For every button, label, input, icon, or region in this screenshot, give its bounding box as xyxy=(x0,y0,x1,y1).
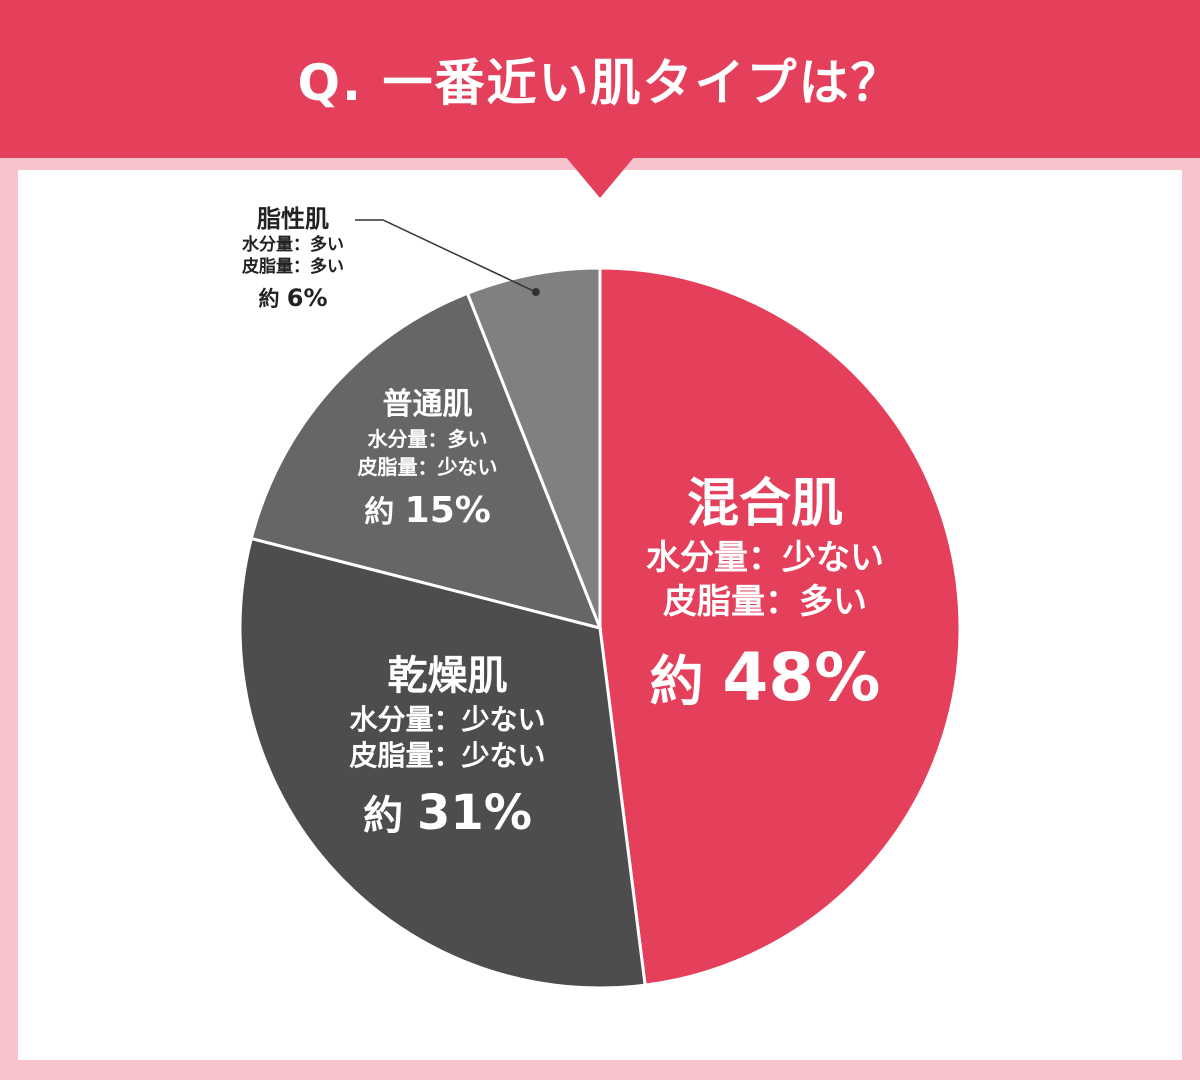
slice-prefix: 約 xyxy=(649,650,704,713)
slice-line: 皮脂量：多い xyxy=(242,257,344,277)
slice-line: 皮脂量：多い xyxy=(663,582,867,622)
slice-value: 6% xyxy=(286,284,328,312)
slice-line: 水分量：少ない xyxy=(646,538,884,578)
slice-value: 15% xyxy=(404,490,491,531)
slice-line: 水分量：多い xyxy=(367,427,488,451)
pie-slice-konngou xyxy=(598,266,962,987)
slice-name: 普通肌 xyxy=(382,387,473,422)
leader-line xyxy=(355,219,537,293)
slice-label-shisei: 脂性肌 水分量：多い 皮脂量：多い 約 6% xyxy=(232,204,354,317)
header-notch xyxy=(565,156,635,198)
leader-dot xyxy=(531,288,540,297)
slice-prefix: 約 xyxy=(363,793,404,839)
slice-percent: 約 15% xyxy=(345,485,510,539)
slice-label-kansou: 乾燥肌 水分量：少ない 皮脂量：少ない 約 31% xyxy=(330,650,565,849)
pie-slice-kansou xyxy=(238,536,647,990)
slice-label-konngou: 混合肌 水分量：少ない 皮脂量：多い 約 48% xyxy=(630,472,900,724)
header-banner xyxy=(0,0,1200,158)
slice-line: 皮脂量：少ない xyxy=(357,455,498,479)
slice-name: 脂性肌 xyxy=(257,205,329,233)
pie-slice-futsuu xyxy=(249,291,603,631)
slice-name: 乾燥肌 xyxy=(387,653,508,699)
slice-percent: 約 6% xyxy=(232,280,354,317)
slice-line: 水分量：多い xyxy=(242,235,344,255)
slice-name: 混合肌 xyxy=(686,474,843,534)
slice-prefix: 約 xyxy=(364,495,395,530)
slice-label-futsuu: 普通肌 水分量：多い 皮脂量：少ない 約 15% xyxy=(345,385,510,539)
slice-line: 水分量：少ない xyxy=(349,703,546,736)
slice-line: 皮脂量：少ない xyxy=(349,739,546,772)
pie-slice-shisei xyxy=(465,266,602,629)
slice-percent: 約 48% xyxy=(630,636,900,724)
slice-prefix: 約 xyxy=(258,287,280,311)
slice-percent: 約 31% xyxy=(330,780,565,849)
page-title: Q. 一番近い肌タイプは？ xyxy=(297,54,903,112)
slice-value: 31% xyxy=(417,785,532,841)
slice-value: 48% xyxy=(722,639,881,716)
